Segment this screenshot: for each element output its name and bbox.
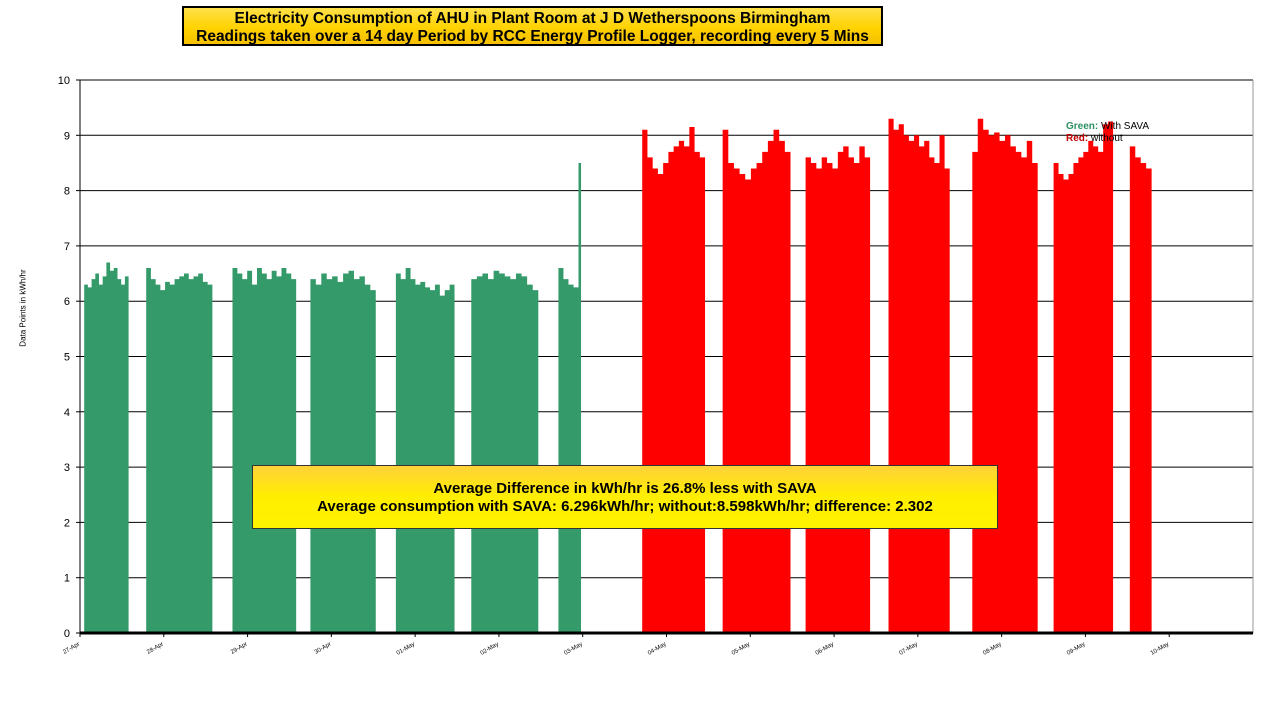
y-tick-label: 5 xyxy=(64,352,70,364)
x-tick-label: 02-May xyxy=(480,642,500,657)
annotation-line-2: Average consumption with SAVA: 6.296kWh/… xyxy=(317,498,933,515)
y-tick-label: 0 xyxy=(64,628,70,640)
bar-series-0-segment-1 xyxy=(146,268,213,633)
legend-entry-green: Green: With SAVA xyxy=(1066,121,1149,133)
x-tick-label: 01-May xyxy=(396,642,416,657)
bar-series-0-segment-6 xyxy=(558,268,579,633)
y-tick-label: 2 xyxy=(64,517,70,529)
legend-green-key: Green: xyxy=(1066,121,1099,132)
legend: Green: With SAVA Red: without xyxy=(1066,121,1149,145)
y-tick-label: 1 xyxy=(64,573,70,585)
x-tick-label: 28-Apr xyxy=(146,642,165,656)
bar-series-0-segment-4 xyxy=(395,268,455,633)
bar-series-1-segment-4 xyxy=(972,118,1038,633)
y-tick-label: 6 xyxy=(64,296,70,308)
x-tick-label: 27-Apr xyxy=(62,642,81,656)
x-tick-label: 03-May xyxy=(563,642,583,657)
bar-series-1-segment-6 xyxy=(1129,146,1152,634)
y-tick-label: 4 xyxy=(64,407,70,419)
annotation-line-1: Average Difference in kWh/hr is 26.8% le… xyxy=(433,480,817,497)
bar-series-0-segment-0 xyxy=(84,262,129,633)
x-tick-label: 06-May xyxy=(815,642,835,657)
legend-red-key: Red: xyxy=(1066,133,1089,144)
chart-title: Electricity Consumption of AHU in Plant … xyxy=(182,6,883,46)
x-tick-label: 05-May xyxy=(731,642,751,657)
x-tick-label: 09-May xyxy=(1066,642,1086,657)
chart-title-line-2: Readings taken over a 14 day Period by R… xyxy=(196,28,869,45)
legend-red-text: without xyxy=(1091,133,1123,144)
bar-series-1-segment-3 xyxy=(888,118,950,633)
bar-series-1-segment-5 xyxy=(1053,121,1114,633)
legend-entry-red: Red: without xyxy=(1066,133,1149,145)
legend-green-text: With SAVA xyxy=(1101,121,1149,132)
bar-series-0-segment-2 xyxy=(232,268,297,633)
bar-series-0-segment-5 xyxy=(471,270,539,633)
x-tick-label: 30-Apr xyxy=(314,642,333,656)
bar-series-1-segment-2 xyxy=(805,146,871,634)
y-tick-label: 10 xyxy=(58,75,70,87)
x-tick-label: 10-May xyxy=(1150,642,1170,657)
x-tick-label: 08-May xyxy=(982,642,1002,657)
x-tick-label: 29-Apr xyxy=(230,642,249,656)
x-tick-label: 04-May xyxy=(647,642,667,657)
annotation-box: Average Difference in kWh/hr is 26.8% le… xyxy=(252,465,998,529)
bar-series-1-segment-0 xyxy=(642,127,706,633)
y-tick-label: 7 xyxy=(64,241,70,253)
bar-series-1-segment-1 xyxy=(722,129,791,633)
chart-title-line-1: Electricity Consumption of AHU in Plant … xyxy=(234,10,831,27)
y-tick-label: 3 xyxy=(64,462,70,474)
x-tick-label: 07-May xyxy=(899,642,919,657)
y-tick-label: 8 xyxy=(64,186,70,198)
bar-series-0-segment-3 xyxy=(310,270,376,633)
bar-series-0-segment-7 xyxy=(578,162,582,633)
y-tick-label: 9 xyxy=(64,130,70,142)
